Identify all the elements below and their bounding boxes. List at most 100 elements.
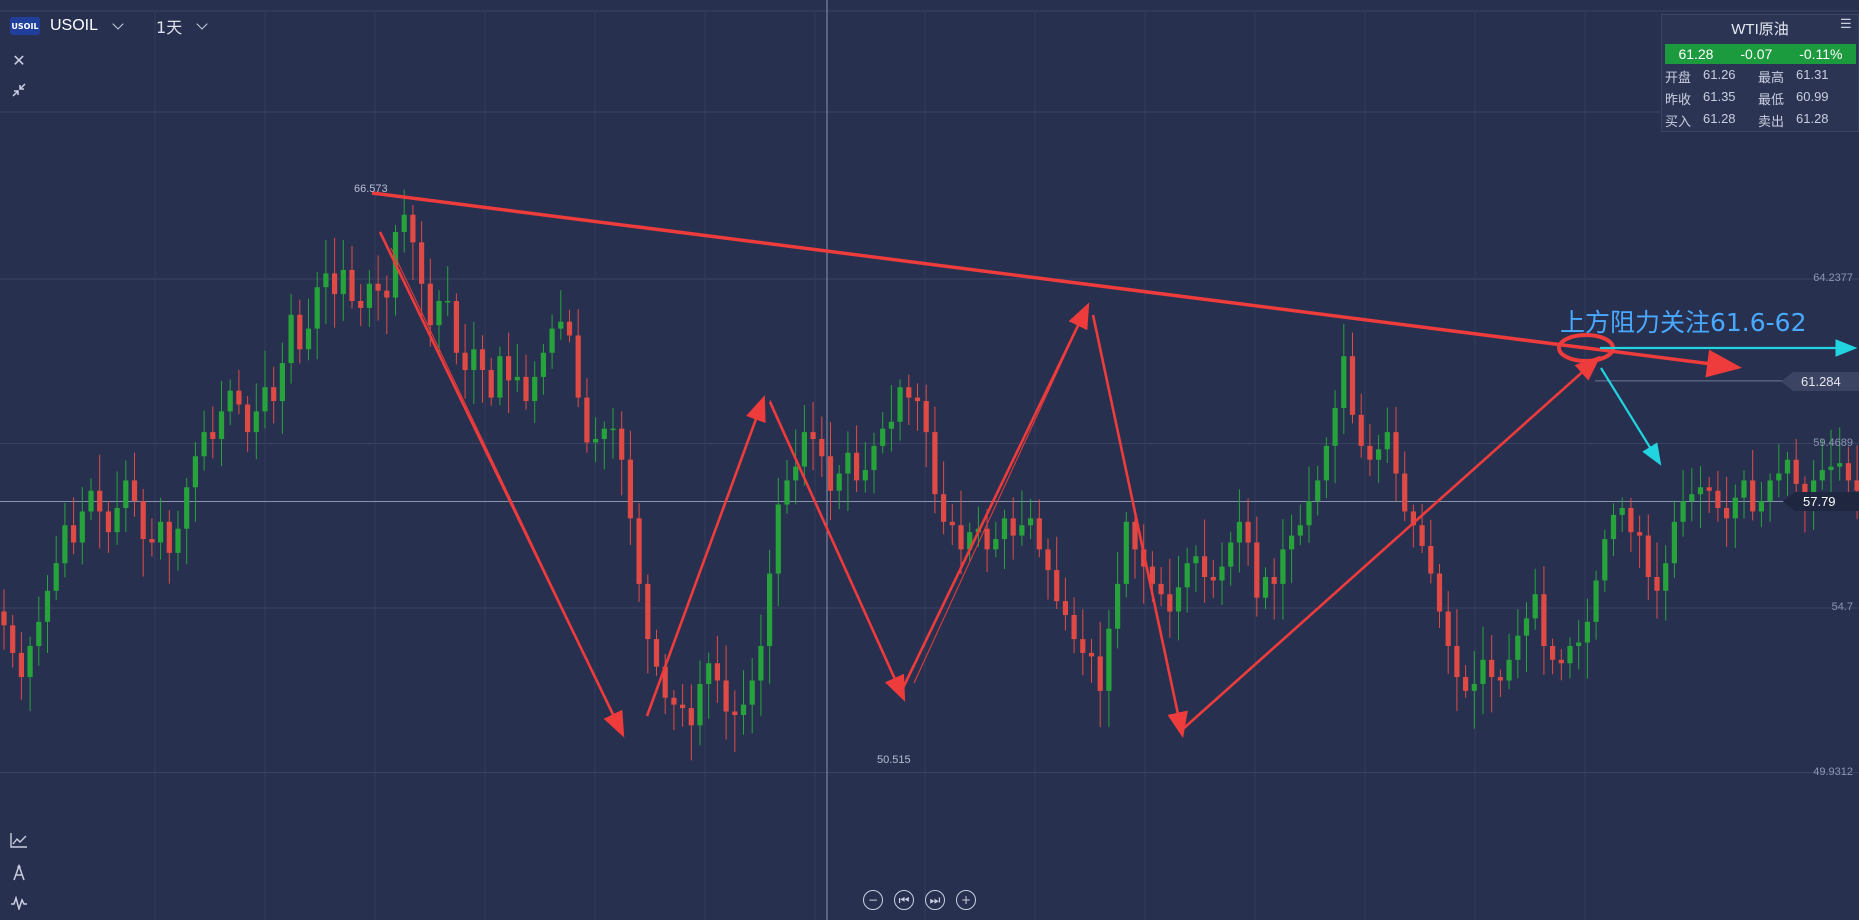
candle-body xyxy=(1149,566,1155,584)
candle-body xyxy=(305,328,312,350)
candle-body xyxy=(184,487,190,529)
candle-body xyxy=(1036,518,1042,550)
chevron-down-icon[interactable] xyxy=(196,18,208,30)
symbol-selector[interactable]: USOIL xyxy=(50,17,99,34)
candle-body xyxy=(775,504,781,574)
candle-body xyxy=(1628,508,1634,533)
symbol-logo: USOIL xyxy=(10,17,40,35)
candle-body xyxy=(723,680,729,712)
resistance-annotation[interactable]: 上方阻力关注61.6-62 xyxy=(1560,308,1807,337)
candle-body xyxy=(793,466,799,481)
candle-body xyxy=(253,411,259,433)
candle-body xyxy=(375,283,381,291)
indicator-icon[interactable] xyxy=(10,832,28,850)
quote-row: 昨收 61.35 最低 60.99 xyxy=(1665,89,1858,108)
candle-body xyxy=(1045,549,1051,571)
candle-body xyxy=(53,563,59,591)
chart-grid xyxy=(0,10,1859,920)
candle-body xyxy=(1671,521,1677,564)
ask-label: 卖出 xyxy=(1758,114,1785,129)
candle-body xyxy=(1637,532,1643,536)
quote-row: 开盘 61.26 最高 61.31 xyxy=(1665,67,1858,86)
candle-body xyxy=(166,521,172,553)
candle-body xyxy=(314,287,320,329)
candle-body xyxy=(601,428,607,440)
candle-body xyxy=(923,401,929,433)
menu-icon[interactable]: ☰ xyxy=(1840,16,1852,31)
candle-body xyxy=(993,539,999,550)
drawing-icon[interactable] xyxy=(10,863,28,882)
wave-icon[interactable] xyxy=(10,895,28,914)
candle-body xyxy=(1062,601,1068,615)
candle-body xyxy=(1054,570,1060,602)
candle-body xyxy=(1358,414,1364,446)
quote-title: WTI原油 xyxy=(1731,21,1789,38)
candle-body xyxy=(1793,459,1799,484)
candle-body xyxy=(1315,480,1321,502)
candle-body xyxy=(332,273,338,295)
candle-body xyxy=(427,283,433,326)
candle-body xyxy=(714,663,720,681)
candle-body xyxy=(827,456,834,491)
scroll-back-button[interactable]: ⏮ xyxy=(894,890,914,910)
projection-arrow xyxy=(1600,367,1662,466)
candle-body xyxy=(158,521,164,543)
candle-body xyxy=(1080,639,1086,653)
candle-body xyxy=(36,621,42,647)
candle-body xyxy=(1828,466,1834,471)
candle-body xyxy=(584,397,590,443)
zoom-out-button[interactable]: − xyxy=(863,890,883,910)
candle-body xyxy=(358,301,364,308)
candle-body xyxy=(1419,525,1425,546)
candle-body xyxy=(1376,449,1382,460)
candle-body xyxy=(201,432,207,457)
interval-selector[interactable]: 1天 xyxy=(156,18,183,37)
bottom-tools xyxy=(10,832,28,914)
candle-body xyxy=(836,473,842,491)
candle-body xyxy=(653,639,660,667)
candle-body xyxy=(62,525,68,564)
candle-body xyxy=(1219,566,1225,581)
candle-body xyxy=(1541,594,1547,647)
candle-body xyxy=(27,646,33,678)
candle-body xyxy=(627,459,633,519)
candle-body xyxy=(941,494,947,522)
candle-body xyxy=(801,432,807,467)
candle-body xyxy=(297,314,303,350)
candlestick-series xyxy=(1,189,1859,761)
candle-body xyxy=(1689,494,1695,502)
candle-body xyxy=(1410,511,1416,526)
candle-body xyxy=(914,397,921,402)
candle-body xyxy=(149,539,155,543)
y-axis-label: 59.4689 xyxy=(1813,437,1853,449)
candle-body xyxy=(1854,480,1859,491)
zoom-in-button[interactable]: + xyxy=(956,890,976,910)
candle-body xyxy=(1393,432,1399,474)
candle-body xyxy=(1610,514,1617,540)
candle-body xyxy=(245,404,251,433)
candle-body xyxy=(532,376,538,402)
candle-body xyxy=(871,445,877,471)
prev-close-value: 61.35 xyxy=(1703,89,1736,104)
candle-body xyxy=(1819,470,1825,481)
candle-body xyxy=(288,314,294,364)
candle-body xyxy=(401,214,407,233)
candle-body xyxy=(1341,356,1347,408)
candle-body xyxy=(514,376,520,381)
candle-body xyxy=(1532,594,1538,619)
scroll-forward-button[interactable]: ⏭ xyxy=(925,890,945,910)
candle-body xyxy=(558,321,564,329)
candle-body xyxy=(984,528,990,550)
candle-body xyxy=(1506,659,1512,681)
candle-body xyxy=(227,390,233,412)
high-marker-label: 66.573 xyxy=(354,183,388,195)
collapse-icon[interactable] xyxy=(10,82,28,100)
chevron-down-icon[interactable] xyxy=(112,18,124,30)
candle-body xyxy=(697,683,703,726)
close-icon[interactable]: ✕ xyxy=(12,51,26,70)
candle-body xyxy=(680,704,686,709)
candle-body xyxy=(71,525,77,543)
high-value: 61.31 xyxy=(1796,67,1829,82)
candle-body xyxy=(740,704,747,716)
